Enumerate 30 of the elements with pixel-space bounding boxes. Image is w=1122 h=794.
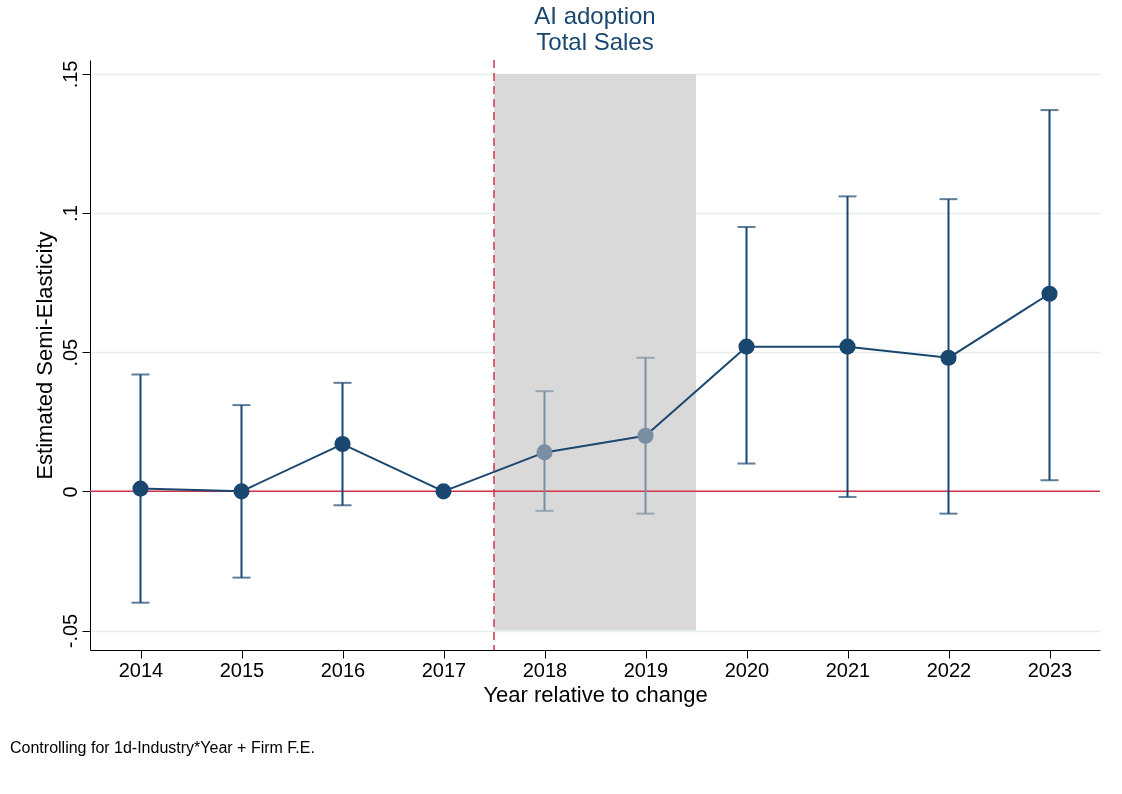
x-tick-label: 2022	[926, 658, 972, 681]
point	[233, 483, 250, 500]
x-tick-label: 2014	[118, 658, 164, 681]
y-tick-label: 0	[58, 486, 81, 498]
x-tick-label: 2020	[724, 658, 770, 681]
y-tick-label: .15	[58, 60, 81, 89]
x-tick-label: 2019	[623, 658, 669, 681]
point	[132, 480, 149, 497]
x-tick-label: 2017	[421, 658, 467, 681]
point	[637, 427, 654, 444]
point	[536, 444, 553, 461]
x-tick-label: 2018	[522, 658, 568, 681]
x-tick-label: 2016	[320, 658, 366, 681]
point	[839, 338, 856, 355]
x-tick-label: 2021	[825, 658, 871, 681]
text: Controlling for 1d-Industry*Year + Firm F.E.	[10, 739, 315, 756]
y-tick-label: -.05	[58, 613, 81, 649]
x-tick-label: 2023	[1027, 658, 1073, 681]
y-tick-label: .05	[58, 338, 81, 367]
x-tick-label: 2015	[219, 658, 265, 681]
y-axis-title: Estimated Semi-Elasticity	[31, 231, 57, 480]
point	[1041, 285, 1058, 302]
point	[334, 436, 351, 453]
point	[940, 349, 957, 366]
y-tick-label: .1	[58, 205, 81, 222]
point	[435, 483, 452, 500]
x-axis-title: Year relative to change	[483, 681, 708, 707]
point	[738, 338, 755, 355]
chart-title: AI adoption	[534, 2, 656, 30]
chart-subtitle: Total Sales	[536, 28, 654, 56]
